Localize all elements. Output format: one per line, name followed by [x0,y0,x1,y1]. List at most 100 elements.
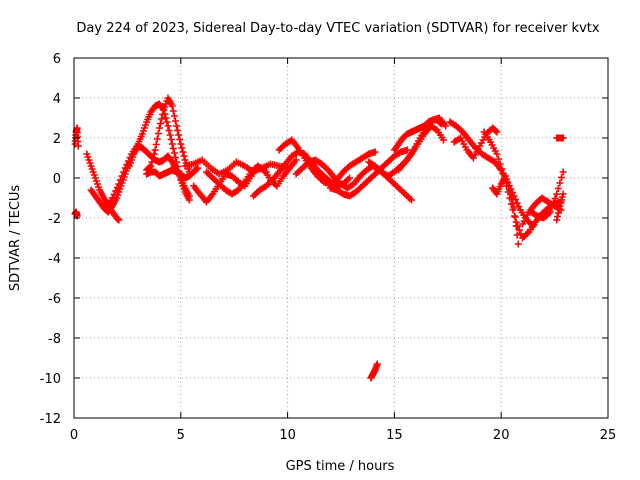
data-point [346,174,354,182]
x-tick-label: 20 [493,428,510,443]
data-point [553,190,561,198]
data-point [554,213,562,220]
data-point [168,102,176,110]
data-point [175,131,183,139]
series-23 [489,172,522,248]
series-19 [367,360,381,382]
data-point [492,127,500,135]
data-point [504,179,512,187]
series-8 [143,164,202,182]
data-point [178,144,186,152]
data-point [292,156,300,164]
data-point [510,204,518,212]
data-point [559,134,567,142]
data-point [407,196,415,204]
y-tick-label: 4 [53,92,61,107]
data-point [150,150,158,158]
plot-frame [73,57,609,419]
data-point [554,209,562,217]
data-point [163,118,171,126]
series-26 [553,134,567,142]
data-point [559,168,567,176]
data-point [154,130,162,137]
data-point [168,140,176,148]
x-tick-label: 10 [279,428,296,443]
data-point [120,168,128,176]
data-point [170,149,178,157]
data-point [115,180,123,188]
data-point [152,141,160,148]
data-point [436,119,444,127]
data-point [159,111,167,118]
data-point [170,112,178,120]
data-point [74,142,82,150]
y-tick-label: 6 [53,52,61,67]
x-tick-label: 15 [386,428,403,443]
data-point [403,146,411,154]
data-point [514,240,522,248]
chart-title: Day 224 of 2023, Sidereal Day-to-day VTE… [76,21,599,36]
data-point [493,128,501,136]
data-point [153,135,161,143]
data-point [180,152,188,160]
data-point [169,145,177,152]
y-tick-label: -4 [48,252,61,267]
data-point [185,192,193,200]
series-13 [275,136,379,188]
data-point [371,148,379,156]
data-point [496,160,504,168]
y-tick-label: -6 [48,292,61,307]
data-point [155,124,163,132]
data-point [498,165,506,173]
series-1 [71,124,82,150]
axis-ticks [73,57,609,419]
data-point [555,206,563,213]
data-point [511,213,519,221]
data-point [553,216,561,224]
data-point [177,140,185,148]
data-point [162,114,170,122]
y-tick-label: -8 [48,332,61,347]
data-point [512,222,520,230]
data-point [509,200,517,207]
data-point [559,190,567,198]
data-point [501,172,509,180]
data-point [166,131,174,139]
data-point [440,136,448,144]
y-tick-label: -12 [40,412,61,427]
x-tick-label: 0 [70,428,78,443]
y-tick-label: 2 [53,132,61,147]
grid [74,58,608,418]
data-point [176,136,184,143]
data-point [164,122,172,130]
data-point [373,360,381,368]
data-point [508,195,516,203]
data-point [194,164,202,172]
data-point [495,155,503,163]
series-27 [553,190,567,224]
data-point [115,216,123,224]
x-tick-labels: 0 5 10 15 20 25 [70,428,616,443]
data-point [179,148,187,156]
y-tick-labels: -12 -10 -8 -6 -4 -2 0 2 4 6 [40,52,61,427]
data-point [548,204,556,211]
data-point [558,174,566,181]
data-point [167,136,175,143]
data-points [71,94,567,382]
data-point [149,154,157,162]
data-point [493,150,501,158]
x-axis-label: GPS time / hours [286,459,395,474]
data-point [550,199,558,207]
x-tick-label: 25 [600,428,617,443]
series-18 [390,116,445,154]
series-2 [71,208,81,220]
data-point [193,165,201,173]
data-point [506,186,514,194]
data-point [171,154,179,161]
data-point [437,120,445,128]
data-point [507,191,515,198]
x-tick-label: 5 [177,428,185,443]
data-point [148,158,156,166]
y-tick-label: -2 [48,212,61,227]
